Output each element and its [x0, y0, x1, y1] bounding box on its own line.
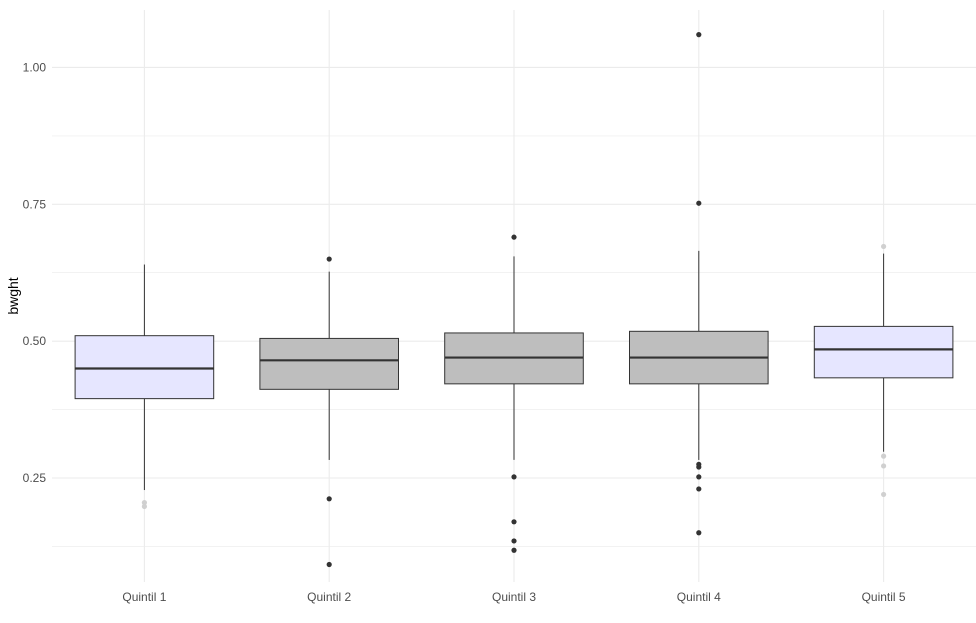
- outlier-point: [881, 453, 887, 459]
- outlier-point: [881, 491, 887, 498]
- outlier-point: [326, 561, 332, 568]
- y-tick-label: 1.00: [23, 60, 47, 74]
- outlier-point: [696, 530, 702, 536]
- outlier-point: [511, 474, 517, 480]
- x-tick-label: Quintil 3: [492, 590, 536, 604]
- outlier-point: [141, 500, 147, 506]
- outlier-point: [511, 547, 517, 553]
- outlier-point: [141, 503, 147, 510]
- outlier-point: [696, 464, 702, 470]
- outlier-point: [881, 243, 887, 250]
- outlier-point: [696, 32, 702, 38]
- y-tick-label: 0.50: [23, 334, 47, 348]
- outlier-point: [696, 200, 702, 206]
- outlier-point: [881, 463, 887, 469]
- y-axis-title: bwght: [5, 277, 21, 314]
- box-group: [629, 32, 769, 536]
- y-tick-label: 0.25: [23, 471, 47, 485]
- axes-layer: 0.25 0.50 0.75 1.00 Quintil 1 Quintil 2 Quinti…: [23, 60, 906, 604]
- box-group: [813, 243, 954, 498]
- outlier-point: [326, 256, 332, 262]
- outlier-point: [696, 474, 702, 480]
- y-tick-label: 0.75: [23, 197, 47, 211]
- x-tick-label: Quintil 2: [307, 590, 351, 604]
- x-tick-label: Quintil 5: [862, 590, 906, 604]
- outlier-point: [511, 538, 517, 544]
- box-iqr: [259, 337, 399, 390]
- box-group: [74, 264, 215, 510]
- outlier-point: [696, 486, 702, 492]
- boxes-layer: [74, 32, 954, 568]
- box-group: [259, 256, 399, 568]
- box-iqr: [74, 335, 215, 400]
- x-tick-label: Quintil 4: [677, 590, 721, 604]
- x-tick-label: Quintil 1: [122, 590, 166, 604]
- outlier-point: [511, 519, 517, 525]
- box-group: [444, 234, 584, 553]
- outlier-point: [326, 496, 332, 502]
- outlier-point: [511, 234, 517, 240]
- box-iqr: [813, 325, 954, 379]
